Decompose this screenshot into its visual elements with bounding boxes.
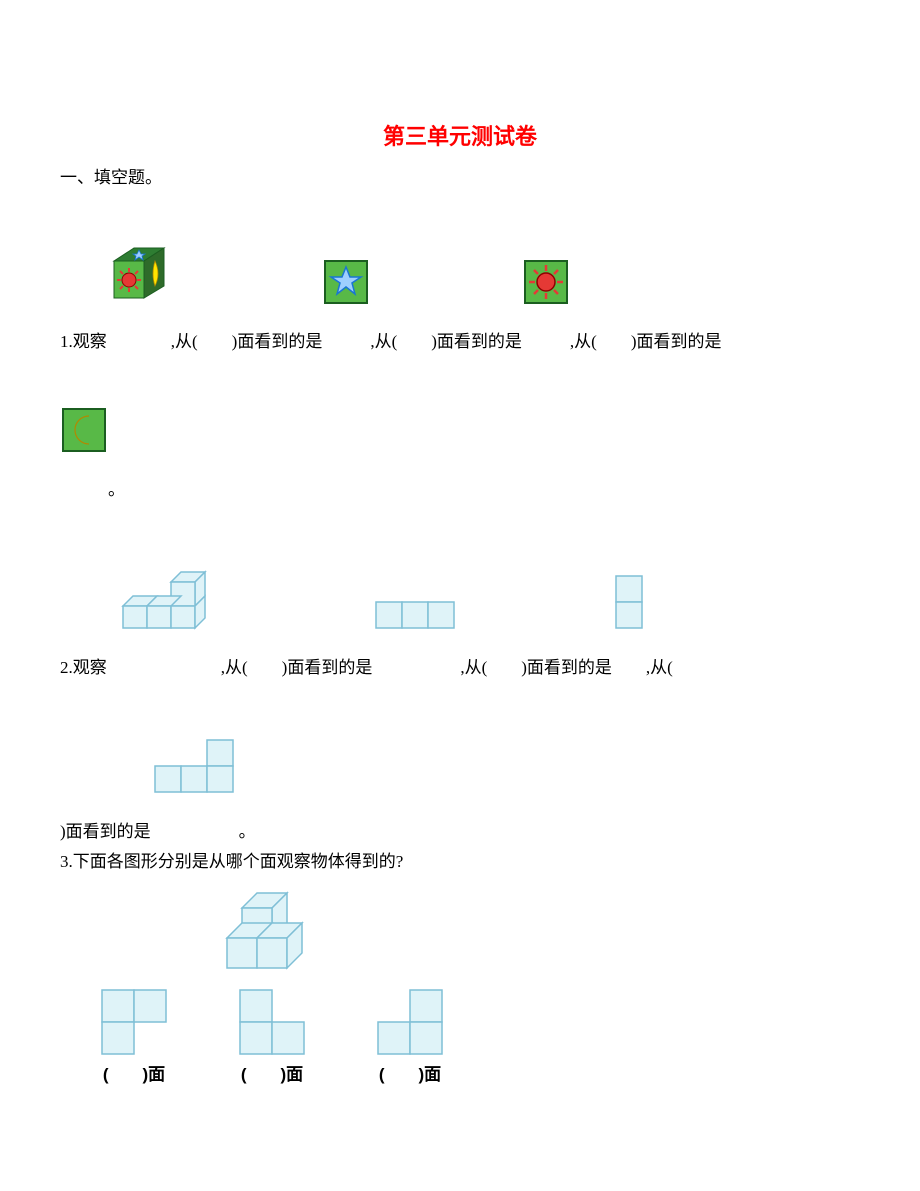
q1-t1: ,从( )面看到的是	[171, 329, 323, 355]
sun-face-icon	[524, 209, 568, 355]
q2-period: 。	[239, 819, 256, 845]
q1-prefix: 1.观察	[60, 329, 107, 355]
q3-label-1: ( )面	[100, 1062, 168, 1088]
q3-option-2: ( )面	[238, 988, 306, 1088]
q1-period: 。	[108, 477, 125, 503]
question-1: 1.观察 ,从( )面看到的是 ,从( )面看到的是	[60, 195, 860, 355]
question-1-cont: 。	[60, 357, 860, 503]
blocks-lshape-icon	[153, 687, 237, 845]
question-3: 3.下面各图形分别是从哪个面观察物体得到的?	[60, 849, 860, 875]
moon-face-icon	[62, 357, 106, 503]
blocks-3d-icon	[109, 509, 219, 681]
cube-3d-icon	[109, 195, 169, 355]
page-title: 第三单元测试卷	[60, 120, 860, 153]
star-face-icon	[324, 209, 368, 355]
q3-option-1: ( )面	[100, 988, 168, 1088]
question-2: 2.观察 ,从( )面看到的是	[60, 509, 860, 681]
q3-3d-figure	[210, 878, 860, 978]
blocks-row3-icon	[374, 549, 458, 681]
q2-prefix: 2.观察	[60, 655, 107, 681]
q3-options-row: ( )面 ( )面 ( )面	[100, 988, 860, 1088]
q3-option-3: ( )面	[376, 988, 444, 1088]
q1-t2: ,从( )面看到的是	[370, 329, 522, 355]
section-heading-1: 一、填空题。	[60, 165, 860, 191]
q1-t3: ,从( )面看到的是	[570, 329, 722, 355]
q2-t4: )面看到的是	[60, 819, 151, 845]
q3-label-3: ( )面	[376, 1062, 444, 1088]
q3-label-2: ( )面	[238, 1062, 306, 1088]
blocks-col2-icon	[614, 523, 644, 681]
q2-t3: ,从(	[646, 655, 707, 681]
q2-t1: ,从( )面看到的是	[221, 655, 373, 681]
question-2-cont: )面看到的是 。	[60, 687, 860, 845]
q2-t2: ,从( )面看到的是	[460, 655, 612, 681]
